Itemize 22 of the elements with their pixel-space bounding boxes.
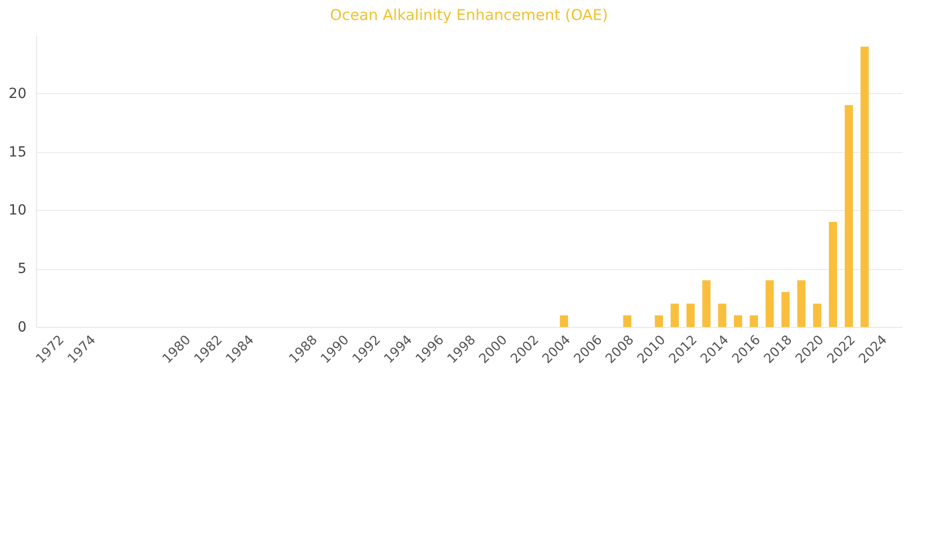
y-tick-label: 0: [18, 320, 26, 336]
y-tick-label: 10: [8, 202, 26, 219]
bar: [654, 315, 664, 327]
bar: [828, 222, 838, 327]
bar: [734, 315, 742, 327]
bar: [781, 292, 790, 327]
bar: [670, 304, 679, 327]
bar: [702, 280, 710, 327]
bar: [560, 315, 568, 327]
bar: [750, 315, 758, 327]
y-tick-label: 20: [8, 86, 26, 102]
bar: [766, 280, 774, 327]
bar: [623, 315, 632, 327]
chart-title: Ocean Alkalinity Enhancement (OAE): [330, 6, 608, 24]
bar: [686, 304, 695, 327]
bar: [797, 280, 806, 327]
bar: [718, 304, 726, 327]
bar: [813, 304, 822, 327]
y-tick-label: 5: [18, 261, 26, 278]
y-tick-label: 15: [8, 144, 26, 160]
bar: [844, 105, 853, 327]
bar: [860, 46, 869, 327]
